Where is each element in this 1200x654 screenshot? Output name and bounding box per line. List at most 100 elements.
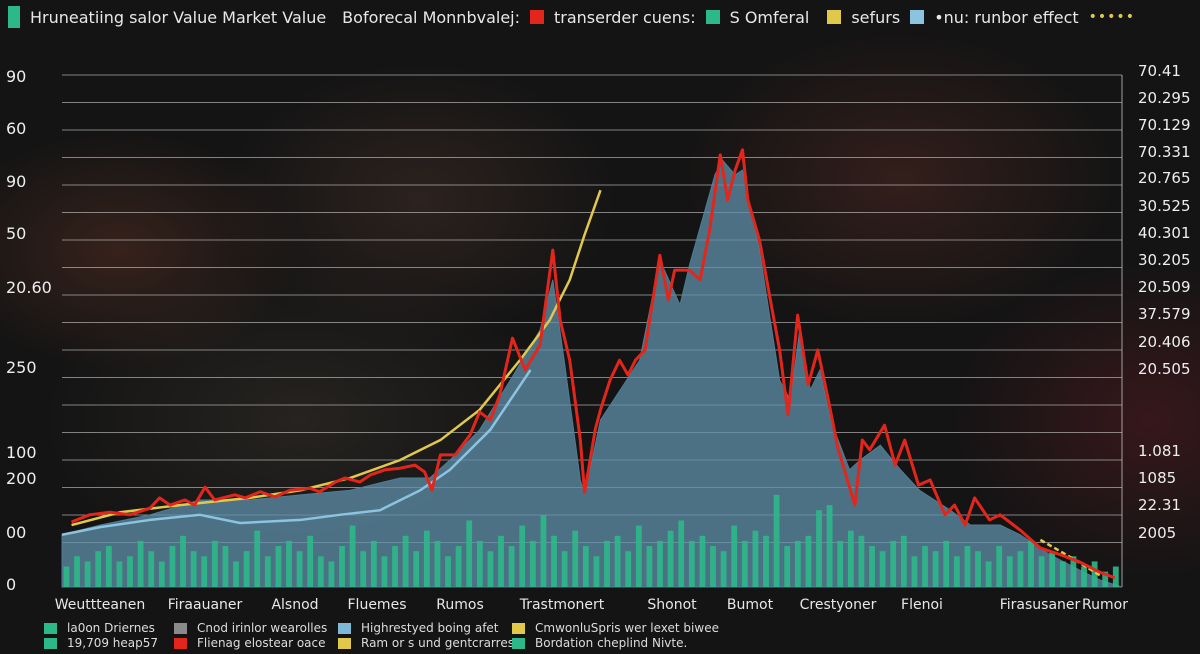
swatch-icon	[44, 637, 57, 649]
volume-bar	[487, 551, 494, 587]
volume-bar	[794, 540, 801, 587]
legend-item: Bordation cheplind Nivte.	[512, 636, 687, 650]
blue-swatch-icon	[910, 10, 925, 24]
swatch-icon	[174, 622, 187, 634]
volume-bar	[201, 556, 208, 587]
volume-bar	[604, 540, 610, 587]
right-tick: 70.41	[1138, 62, 1181, 80]
right-tick: 70.331	[1138, 143, 1191, 161]
volume-bar	[625, 551, 632, 587]
forecast-tail-line	[1039, 538, 1101, 577]
volume-bar	[434, 540, 441, 587]
volume-bar	[296, 551, 303, 587]
legend-label: Highrestyed boing afet	[361, 621, 499, 635]
swatch-icon	[174, 637, 187, 649]
volume-bar	[519, 525, 526, 587]
legend-label: Ram or s und gentcrarres	[361, 636, 514, 650]
volume-bar	[254, 530, 261, 587]
right-tick: 70.129	[1138, 116, 1191, 134]
left-tick: 50	[6, 224, 27, 243]
left-tick: 90	[6, 67, 27, 86]
left-tick: 250	[6, 358, 37, 377]
volume-bar	[1006, 556, 1013, 587]
transfer-line	[70, 148, 1116, 580]
volume-bar	[837, 540, 844, 587]
volume-bar	[222, 546, 229, 587]
volume-bar	[540, 515, 547, 587]
right-tick: 30.525	[1138, 197, 1191, 215]
volume-bar	[180, 535, 186, 587]
legend-yellow-label: sefurs	[851, 7, 901, 27]
volume-bar	[137, 540, 144, 587]
volume-bar	[879, 551, 886, 587]
right-tick: 22.31	[1138, 496, 1181, 514]
right-tick: 20.765	[1138, 169, 1191, 187]
right-tick: 1.081	[1138, 442, 1181, 460]
volume-bar	[349, 525, 356, 587]
volume-bar	[635, 525, 642, 587]
volume-bar	[572, 530, 579, 587]
legend-title: Hruneatiing salor Value Market Value	[30, 7, 327, 27]
legend-item: Cnod irinlor wearolles	[174, 621, 327, 635]
yellow-swatch-icon	[827, 10, 842, 24]
legend-item: la0on Driernes	[44, 621, 155, 635]
x-tick: Rumos	[436, 597, 484, 613]
volume-bar	[169, 546, 176, 587]
volume-bar	[1070, 556, 1077, 587]
volume-bar	[413, 551, 420, 587]
volume-bar	[1028, 540, 1034, 587]
volume-bar	[741, 540, 748, 587]
volume-bar	[1049, 551, 1056, 587]
volume-bar	[985, 561, 992, 587]
volume-bar	[826, 505, 833, 587]
volume-bar	[105, 546, 112, 587]
volume-bar	[1038, 556, 1045, 587]
volume-bar	[869, 546, 875, 587]
volume-bar	[752, 530, 759, 587]
volume-bar	[529, 540, 536, 587]
volume-bar	[466, 520, 473, 587]
volume-bar	[95, 551, 102, 587]
volume-bar	[953, 556, 960, 587]
right-tick: 37.579	[1138, 305, 1191, 323]
volume-bar	[360, 551, 367, 587]
volume-bar	[423, 530, 430, 587]
swatch-icon	[338, 622, 351, 634]
volume-bar	[699, 535, 706, 587]
volume-bar	[264, 556, 271, 587]
volume-bar	[1017, 551, 1024, 587]
volume-bar	[148, 551, 155, 587]
legend-label: la0on Driernes	[67, 621, 155, 635]
left-tick: 90	[6, 172, 27, 191]
volume-bar	[328, 561, 335, 587]
volume-bar	[116, 561, 123, 587]
legend-item: CmwonluSpris wer lexet biwee	[512, 621, 719, 635]
volume-bar	[286, 540, 292, 587]
green-swatch-icon	[705, 10, 720, 24]
dotted-line-icon: •••••	[1088, 9, 1135, 25]
volume-bar	[211, 540, 218, 587]
left-tick: 200	[6, 469, 37, 488]
right-tick: 1085	[1138, 469, 1177, 487]
volume-bar	[158, 561, 165, 587]
legend-transfer-label: transerder cuens:	[554, 7, 696, 27]
volume-bar	[498, 535, 504, 587]
volume-bar	[381, 556, 388, 587]
legend-label: Flienag elostear oace	[197, 636, 326, 650]
volume-bar	[476, 540, 483, 587]
right-tick: 20.295	[1138, 89, 1191, 107]
volume-bar	[710, 546, 716, 587]
swatch-icon	[512, 622, 525, 634]
swatch-icon	[44, 622, 57, 634]
volume-bar	[392, 546, 398, 587]
volume-bar	[1091, 561, 1098, 587]
legend-green-label: S Omferal	[729, 7, 810, 27]
right-tick: 40.301	[1138, 224, 1191, 242]
legend-label: CmwonluSpris wer lexet biwee	[535, 621, 719, 635]
legend-item: Ram or s und gentcrarres	[338, 636, 514, 650]
volume-bar	[551, 535, 557, 587]
volume-bar	[667, 530, 674, 587]
legend-label: 19,709 heap57	[67, 636, 159, 650]
left-tick: 60	[6, 119, 27, 138]
